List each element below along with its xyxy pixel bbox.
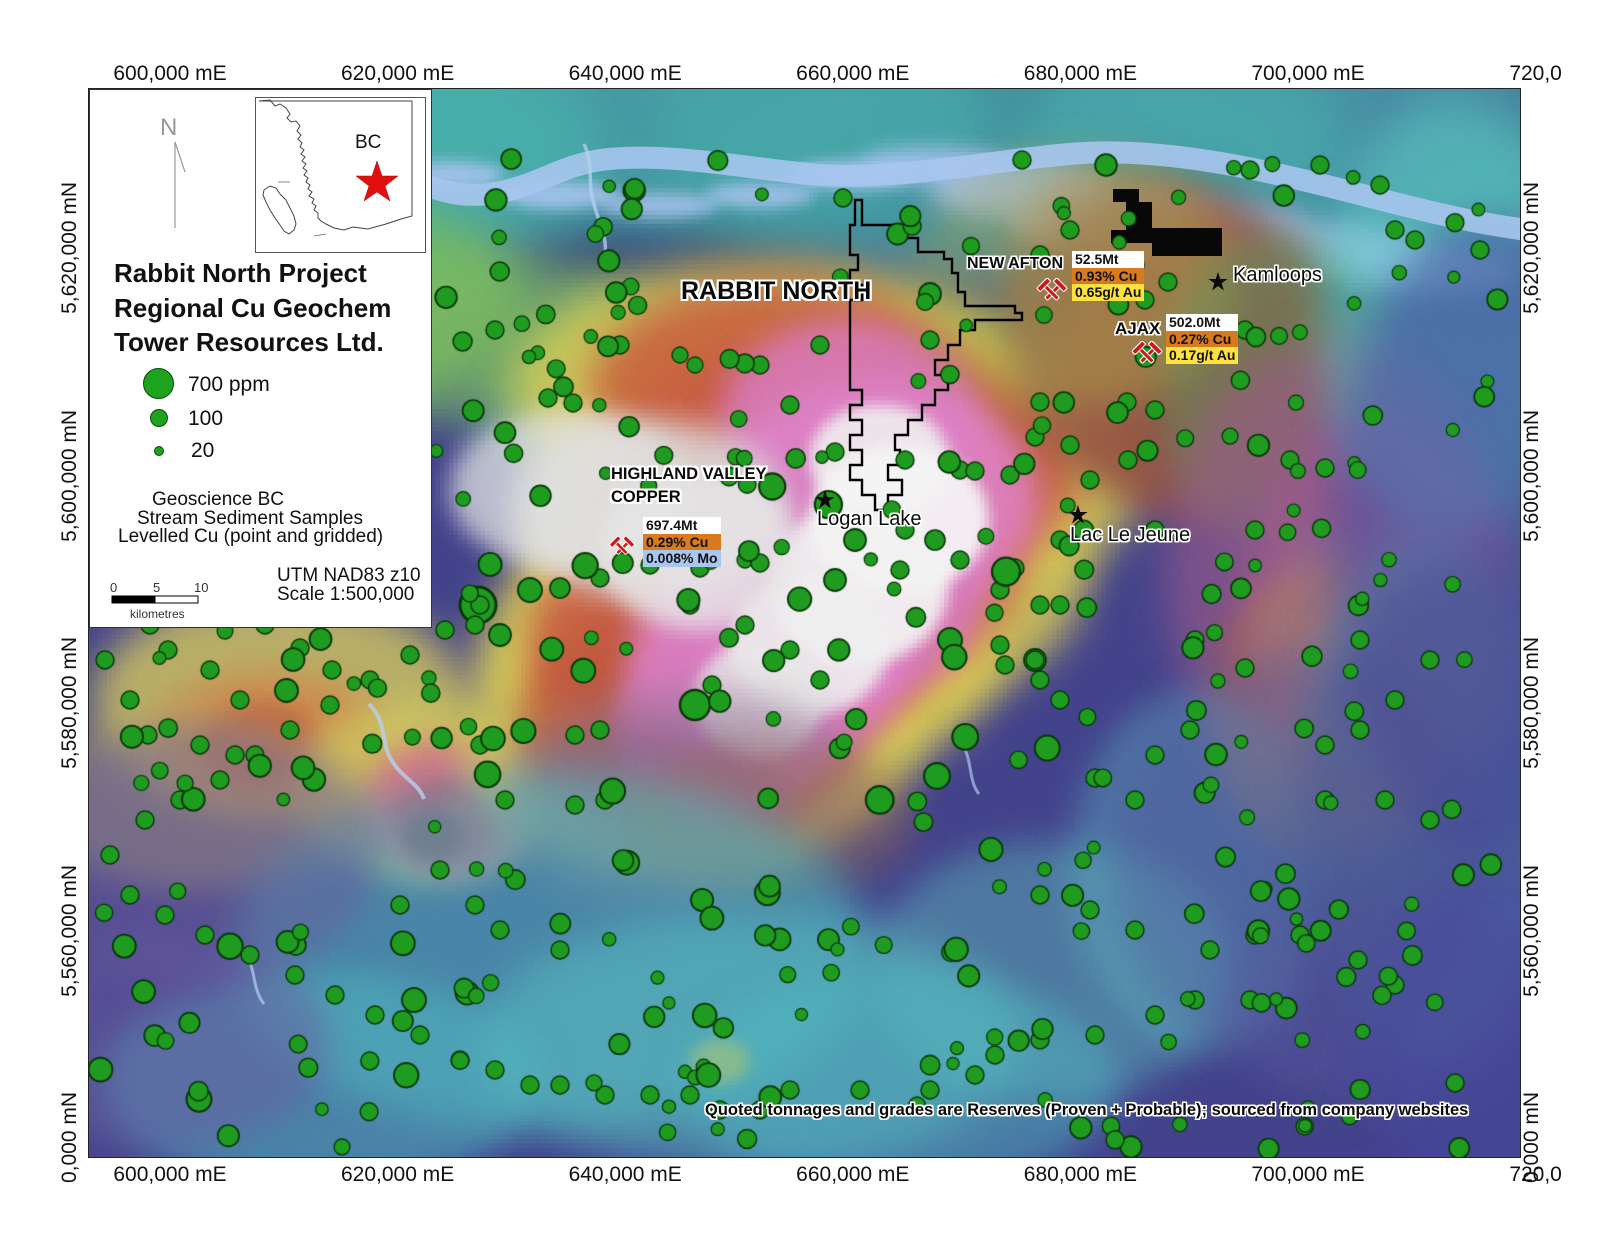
svg-text:10: 10	[194, 582, 208, 595]
svg-text:BC: BC	[355, 132, 381, 153]
svg-text:5: 5	[153, 582, 160, 595]
svg-text:0: 0	[110, 582, 117, 595]
svg-text:kilometres: kilometres	[130, 607, 185, 621]
